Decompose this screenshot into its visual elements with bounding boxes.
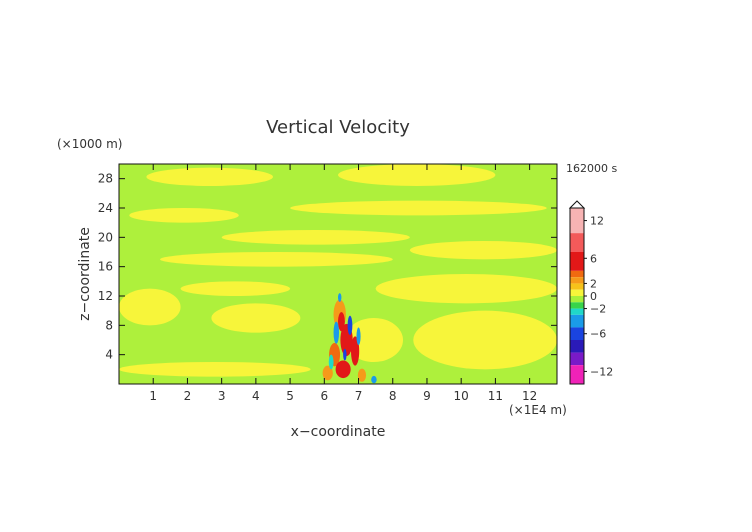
positive-band [180, 281, 291, 296]
colorbar-tick-label: −2 [590, 303, 606, 316]
plume-cell [338, 312, 345, 332]
positive-band [338, 164, 496, 186]
x-tick-label: 11 [488, 389, 503, 403]
y-unit-label: (×1000 m) [57, 137, 122, 151]
time-label: 162000 s [566, 162, 617, 175]
colorbar-tick-label: −6 [590, 328, 606, 341]
x-tick-label: 8 [389, 389, 397, 403]
plume-cell [356, 327, 361, 346]
y-tick-label: 16 [98, 260, 113, 274]
colorbar-segment [570, 252, 584, 271]
positive-band [119, 288, 181, 326]
x-unit-label: (×1E4 m) [509, 403, 567, 417]
colorbar-segment [570, 289, 584, 296]
positive-band [129, 208, 239, 223]
colorbar-tick-label: −12 [590, 365, 613, 378]
plume-cell [338, 293, 342, 302]
velocity-field [119, 164, 557, 384]
colorbar-tick-label: 0 [590, 290, 597, 303]
x-axis: 1 2 3 4 5 6 7 8 9 10 11 12 [149, 164, 537, 403]
positive-band [413, 310, 557, 370]
colorbar-tick-label: 2 [590, 277, 597, 290]
plume-cell [347, 315, 353, 335]
plume-cell [371, 375, 377, 384]
colorbar-arrow [568, 200, 586, 209]
y-tick-label: 12 [98, 289, 113, 303]
x-tick-label: 6 [320, 389, 328, 403]
positive-band [409, 241, 557, 260]
x-tick-label: 7 [355, 389, 363, 403]
y-tick-label: 4 [105, 348, 113, 362]
colorbar-segment [570, 327, 584, 340]
positive-band [119, 362, 311, 377]
y-axis: 4 8 12 16 20 24 28 [98, 172, 557, 362]
colorbar-segment [570, 352, 584, 366]
colorbar-segment [570, 314, 584, 328]
x-tick-label: 12 [522, 389, 537, 403]
plume-cell [322, 365, 333, 381]
x-tick-label: 9 [423, 389, 431, 403]
x-tick-label: 5 [286, 389, 294, 403]
plume-cell [343, 348, 347, 361]
plume-cell [333, 321, 340, 344]
positive-band [160, 252, 393, 267]
x-tick-label: 2 [184, 389, 192, 403]
plume-cell [328, 354, 334, 370]
colorbar-segment [570, 270, 584, 278]
colorbar-segment [570, 208, 584, 234]
plume-cell [357, 368, 367, 382]
plume-cell [351, 336, 360, 366]
x-tick-label: 1 [149, 389, 157, 403]
y-axis-title: z−coordinate [77, 227, 93, 321]
y-tick-label: 20 [98, 230, 113, 244]
plot-frame [118, 163, 558, 385]
colorbar-segment [570, 283, 584, 290]
colorbar-segment [570, 308, 584, 315]
colorbar-segment [570, 340, 584, 353]
positive-band [221, 230, 410, 245]
positive-band [146, 167, 273, 186]
x-tick-label: 4 [252, 389, 260, 403]
plume-cell [335, 360, 351, 379]
colorbar-tick-label: 6 [590, 252, 597, 265]
positive-band [375, 274, 557, 304]
x-axis-title: x−coordinate [291, 424, 386, 440]
y-tick-label: 28 [98, 172, 113, 186]
chart-title: Vertical Velocity [266, 117, 410, 138]
x-tick-label: 10 [454, 389, 469, 403]
colorbar-segment [570, 296, 584, 303]
colorbar-segment [570, 365, 584, 384]
positive-band [290, 200, 547, 216]
colorbar-segment [570, 233, 584, 252]
colorbar-segment [570, 302, 584, 309]
colorbar: 12 6 20−2 −6 −12 [568, 200, 613, 385]
x-tick-label: 3 [218, 389, 226, 403]
colorbar-segment [570, 277, 584, 284]
positive-band [211, 303, 301, 333]
colorbar-tick-label: 12 [590, 215, 604, 228]
y-tick-label: 8 [105, 318, 113, 332]
y-tick-label: 24 [98, 201, 113, 215]
